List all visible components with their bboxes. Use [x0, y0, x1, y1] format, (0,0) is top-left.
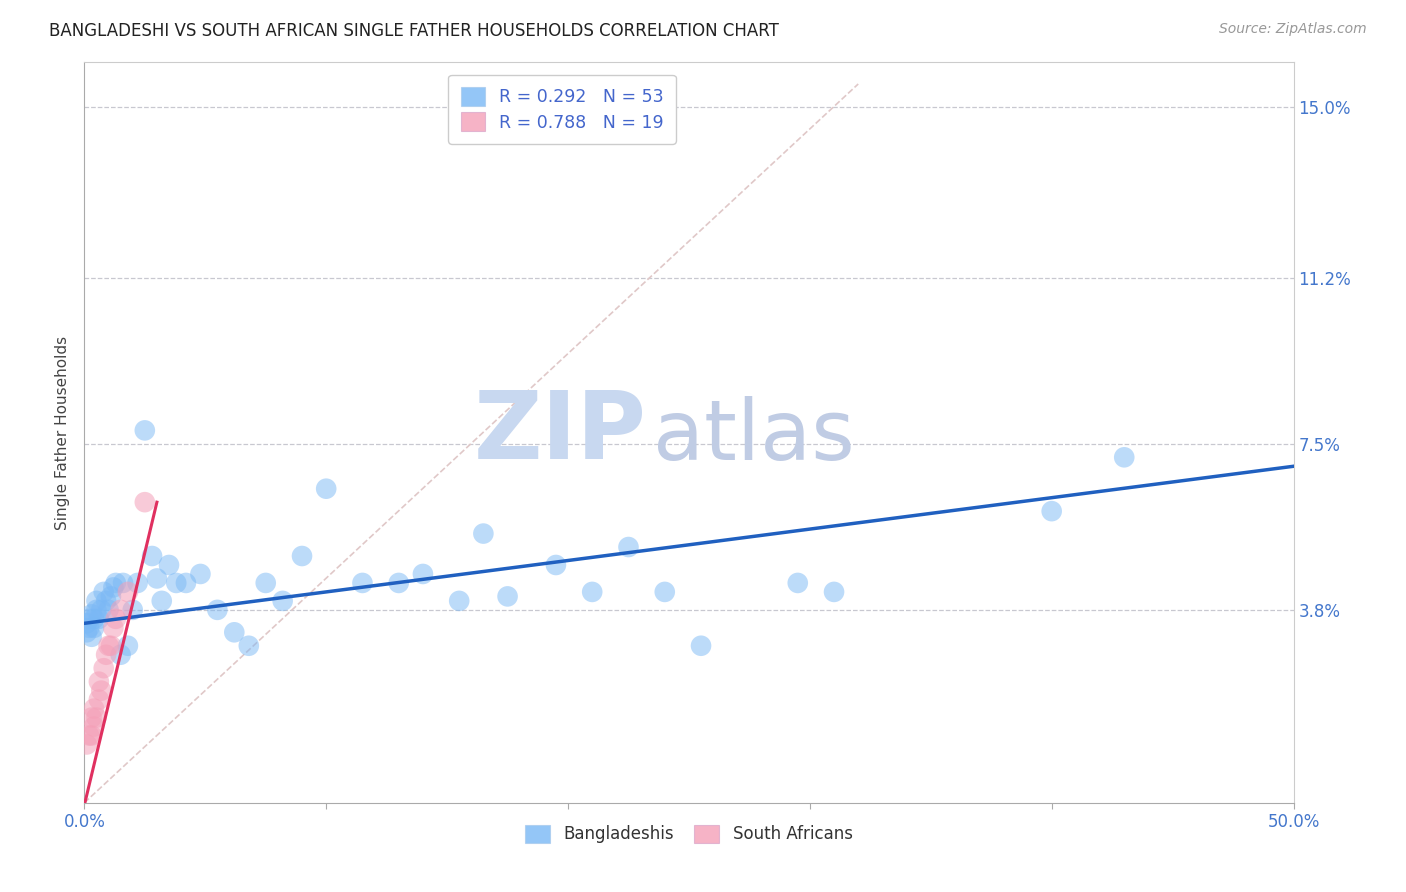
Point	[100, 639, 122, 653]
Point	[1040, 504, 1063, 518]
Point	[77, 729, 100, 743]
Point	[823, 585, 845, 599]
Y-axis label: Single Father Households: Single Father Households	[55, 335, 70, 530]
Point	[80, 710, 103, 724]
Point	[103, 581, 125, 595]
Point	[93, 585, 115, 599]
Point	[103, 621, 125, 635]
Point	[87, 612, 110, 626]
Point	[496, 590, 519, 604]
Point	[207, 603, 229, 617]
Point	[77, 612, 100, 626]
Point	[104, 612, 127, 626]
Point	[190, 566, 212, 581]
Point	[271, 594, 294, 608]
Text: ZIP: ZIP	[474, 386, 647, 479]
Point	[83, 719, 105, 733]
Point	[690, 639, 713, 653]
Point	[146, 571, 169, 585]
Point	[94, 648, 117, 662]
Text: BANGLADESHI VS SOUTH AFRICAN SINGLE FATHER HOUSEHOLDS CORRELATION CHART: BANGLADESHI VS SOUTH AFRICAN SINGLE FATH…	[49, 22, 779, 40]
Point	[388, 576, 411, 591]
Point	[104, 576, 127, 591]
Point	[90, 683, 112, 698]
Text: Source: ZipAtlas.com: Source: ZipAtlas.com	[1219, 22, 1367, 37]
Point	[117, 585, 139, 599]
Point	[157, 558, 180, 572]
Point	[352, 576, 374, 591]
Point	[150, 594, 173, 608]
Point	[80, 729, 103, 743]
Point	[254, 576, 277, 591]
Point	[134, 495, 156, 509]
Point	[97, 639, 120, 653]
Point	[87, 674, 110, 689]
Point	[224, 625, 246, 640]
Point	[121, 603, 143, 617]
Point	[100, 590, 122, 604]
Point	[86, 603, 108, 617]
Point	[86, 710, 108, 724]
Point	[94, 594, 117, 608]
Point	[472, 526, 495, 541]
Point	[80, 630, 103, 644]
Point	[80, 607, 103, 622]
Point	[165, 576, 187, 591]
Point	[315, 482, 337, 496]
Point	[117, 639, 139, 653]
Point	[581, 585, 603, 599]
Point	[76, 625, 98, 640]
Point	[238, 639, 260, 653]
Point	[97, 603, 120, 617]
Text: atlas: atlas	[652, 396, 855, 477]
Point	[127, 576, 149, 591]
Point	[93, 661, 115, 675]
Point	[617, 540, 640, 554]
Point	[134, 423, 156, 437]
Point	[654, 585, 676, 599]
Point	[291, 549, 314, 563]
Point	[77, 621, 100, 635]
Point	[83, 701, 105, 715]
Point	[449, 594, 471, 608]
Point	[90, 603, 112, 617]
Point	[86, 594, 108, 608]
Point	[786, 576, 808, 591]
Point	[174, 576, 197, 591]
Point	[412, 566, 434, 581]
Point	[110, 648, 132, 662]
Legend: Bangladeshis, South Africans: Bangladeshis, South Africans	[519, 818, 859, 850]
Point	[87, 692, 110, 706]
Point	[76, 616, 98, 631]
Point	[112, 576, 135, 591]
Point	[141, 549, 163, 563]
Point	[83, 612, 105, 626]
Point	[110, 603, 132, 617]
Point	[83, 621, 105, 635]
Point	[76, 738, 98, 752]
Point	[1114, 450, 1136, 465]
Point	[544, 558, 567, 572]
